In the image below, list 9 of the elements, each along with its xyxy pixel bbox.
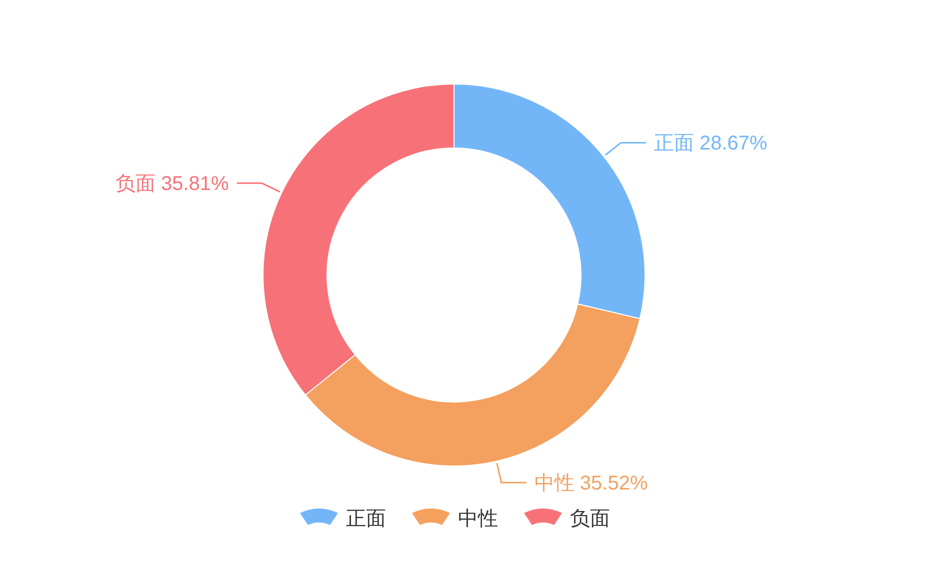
data-label: 中性 35.52% [534, 472, 648, 495]
donut-slice [262, 84, 454, 396]
legend-label: 正面 [346, 508, 386, 530]
data-label: 正面 28.67% [654, 132, 768, 155]
donut-slice [454, 84, 646, 320]
legend-label: 负面 [570, 508, 610, 530]
legend-label: 中性 [458, 508, 498, 530]
donut-slice [304, 304, 640, 466]
data-label: 负面 35.81% [115, 173, 230, 196]
